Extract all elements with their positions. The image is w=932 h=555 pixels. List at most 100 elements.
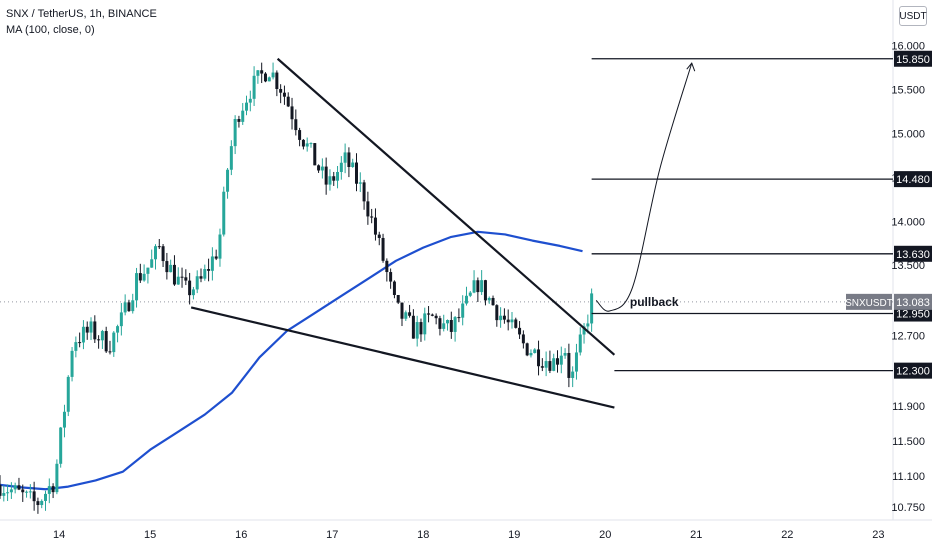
level-price-label: 15.850 (896, 54, 930, 66)
currency-button[interactable]: USDT (899, 6, 927, 26)
candle-body (518, 327, 522, 335)
level-price-label: 12.950 (896, 309, 930, 321)
candle-body (590, 293, 594, 324)
candle-body (521, 334, 525, 344)
time-tick: 17 (326, 529, 338, 541)
candle-body (499, 315, 503, 321)
price-tick: 10.750 (891, 502, 925, 514)
candle-body (229, 146, 233, 170)
level-price-label-bg (894, 245, 932, 262)
candle-body (339, 162, 343, 172)
candle-body (464, 295, 468, 304)
candle-body (55, 463, 59, 493)
candle-body (263, 73, 267, 82)
candle-body (514, 319, 518, 328)
candle-body (404, 312, 408, 319)
candle-body (85, 326, 89, 333)
time-tick: 20 (599, 529, 611, 541)
candle-body (2, 493, 6, 496)
level-price-label-bg (894, 171, 932, 188)
candle-body (351, 162, 355, 168)
time-tick: 14 (53, 529, 65, 541)
candle-body (461, 303, 465, 318)
candle-body (172, 264, 176, 285)
price-axis-layer: 16.00015.50015.00014.50014.00013.50012.7… (845, 41, 932, 514)
candle-body (354, 162, 358, 184)
candle-body (533, 349, 537, 353)
candle-body (301, 139, 305, 147)
candle-body (203, 269, 207, 279)
candle-body (184, 277, 188, 281)
price-tick: 12.700 (891, 331, 925, 343)
candle-body (93, 321, 97, 340)
level-price-label-bg (894, 362, 932, 379)
candle-body (332, 176, 336, 181)
candle-body (123, 302, 127, 313)
time-tick: 22 (781, 529, 793, 541)
lower-trendline (190, 306, 615, 409)
candle-body (260, 70, 264, 74)
candle-body (537, 349, 541, 367)
price-tick: 13.500 (891, 260, 925, 272)
candle-body (495, 305, 499, 321)
candle-body (59, 427, 63, 464)
candle-body (51, 486, 55, 493)
candle-body (282, 92, 286, 97)
candle-body (70, 350, 74, 377)
candle-body (32, 491, 36, 502)
price-tick: 16.000 (891, 41, 925, 53)
last-price-label-bg (894, 293, 932, 310)
candle-body (525, 343, 529, 356)
candle-body (366, 201, 370, 217)
candle-body (153, 246, 157, 260)
candle-body (442, 323, 446, 329)
candle-body (559, 355, 563, 365)
time-axis-layer: 14 15 16 17 18 19 20 21 22 23 (53, 529, 884, 541)
candle-body (552, 358, 556, 371)
candle-body (119, 312, 123, 327)
candle-body (25, 491, 29, 493)
candle-body (188, 280, 192, 296)
candle-body (271, 72, 275, 78)
candle-body (97, 339, 101, 341)
candle-body (237, 118, 241, 122)
candle-body (169, 264, 173, 273)
candle-body (138, 273, 142, 281)
candle-body (385, 260, 389, 273)
upper-trendline (276, 57, 616, 356)
candle-body (453, 317, 457, 332)
candle-body (434, 315, 438, 319)
candle-body (248, 98, 252, 103)
price-tick: 14.000 (891, 216, 925, 228)
price-tick: 15.000 (891, 128, 925, 140)
candle-body (586, 323, 590, 327)
candle-body (491, 297, 495, 306)
candle-body (161, 246, 165, 262)
candle-body (392, 281, 396, 295)
candle-body (305, 143, 309, 147)
candle-body (582, 326, 586, 335)
candle-body (419, 322, 423, 335)
symbol-tag-bg (846, 293, 892, 310)
candle-body (324, 166, 328, 185)
candle-body (256, 70, 260, 76)
candle-body (294, 119, 298, 131)
level-price-label-bg (894, 50, 932, 67)
candle-body (510, 319, 514, 323)
candle-body (540, 366, 544, 368)
candle-body (142, 273, 146, 281)
candle-body (40, 500, 44, 506)
candle-body (457, 317, 461, 319)
level-price-label: 13.630 (896, 249, 930, 261)
candle-body (343, 152, 347, 163)
candle-body (78, 342, 82, 344)
candle-body (571, 371, 575, 378)
price-tick: 11.900 (892, 401, 925, 413)
annotation-pullback: pullback (630, 295, 679, 309)
candle-body (28, 491, 32, 493)
candle-body (370, 216, 374, 218)
candle-body (373, 217, 377, 235)
candle-body (483, 280, 487, 301)
